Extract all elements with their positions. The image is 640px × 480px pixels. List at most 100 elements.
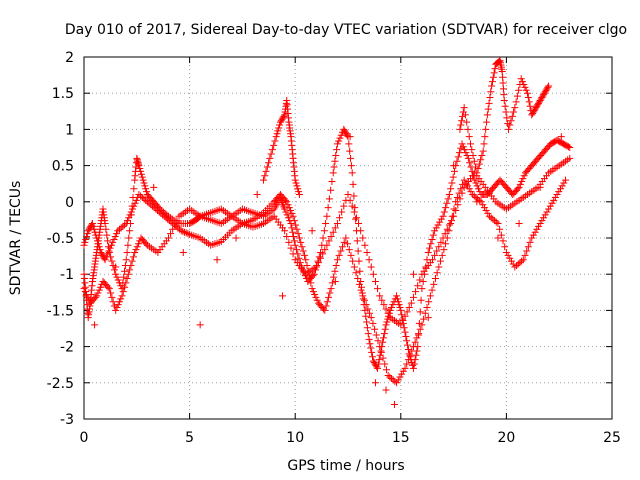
x-tick-label: 15	[392, 430, 410, 446]
data-point	[349, 257, 357, 265]
data-point	[354, 275, 362, 283]
data-point	[518, 257, 526, 265]
data-point	[533, 225, 541, 233]
data-point	[406, 351, 414, 359]
data-point	[540, 89, 548, 97]
data-point	[288, 224, 296, 232]
data-point	[329, 169, 337, 177]
data-point	[529, 108, 537, 116]
data-point	[453, 193, 461, 201]
data-point	[457, 185, 465, 193]
data-point	[502, 248, 510, 256]
data-point	[322, 220, 330, 228]
data-point	[121, 221, 129, 229]
data-point	[481, 133, 489, 141]
data-point	[308, 285, 316, 293]
data-point	[95, 286, 103, 294]
data-point	[409, 343, 417, 351]
y-axis-label: SDTVAR / TECUs	[8, 181, 24, 296]
data-point	[104, 250, 112, 258]
data-point	[340, 238, 348, 246]
data-point	[94, 289, 102, 297]
data-point	[82, 235, 90, 243]
x-tick-label: 5	[185, 430, 194, 446]
data-point	[409, 361, 417, 369]
data-point	[295, 254, 303, 262]
data-point	[165, 217, 173, 225]
data-point	[536, 96, 544, 104]
data-point	[313, 296, 321, 304]
data-point	[138, 173, 146, 181]
data-point	[415, 330, 423, 338]
data-point	[535, 99, 542, 107]
data-point	[482, 125, 490, 133]
data-point	[294, 230, 302, 238]
data-point	[371, 325, 379, 333]
data-point	[438, 251, 446, 259]
data-point	[336, 214, 344, 222]
data-point	[477, 156, 485, 164]
data-point	[443, 234, 451, 242]
data-point	[360, 296, 368, 304]
data-point	[374, 337, 382, 345]
data-point	[291, 241, 299, 249]
data-point	[284, 214, 292, 222]
data-point	[327, 233, 335, 241]
data-point	[350, 263, 358, 271]
data-point	[529, 231, 537, 239]
data-point	[91, 228, 99, 236]
data-point	[516, 259, 524, 267]
data-point	[440, 246, 448, 254]
data-point	[300, 251, 308, 259]
data-point	[376, 343, 384, 351]
data-point	[533, 102, 541, 110]
data-point	[507, 117, 515, 125]
data-point	[500, 96, 508, 104]
data-point	[467, 140, 474, 148]
data-point	[347, 162, 355, 170]
data-point	[510, 108, 518, 116]
data-point	[538, 217, 546, 225]
data-point	[159, 211, 167, 219]
data-point	[83, 233, 91, 241]
data-point	[473, 169, 481, 177]
data-point	[517, 75, 525, 83]
data-point	[143, 188, 151, 196]
data-point	[339, 243, 347, 251]
data-point	[98, 250, 106, 258]
data-point	[404, 341, 412, 349]
data-point	[137, 170, 145, 178]
data-point	[511, 263, 519, 271]
data-point	[384, 372, 392, 380]
data-point	[429, 231, 437, 239]
data-point	[95, 243, 103, 251]
data-point	[431, 275, 439, 283]
data-point	[482, 206, 490, 214]
data-point	[167, 218, 175, 226]
data-point	[123, 248, 131, 256]
data-point	[531, 105, 539, 113]
data-point	[101, 220, 109, 228]
axis-ticks: 0 5 10 15 20 25 -3 -2.5 -2 -1.5 -1 -0.5 0 0.5 1 1.5 2	[47, 50, 621, 446]
data-point	[431, 251, 439, 259]
data-point	[403, 337, 411, 345]
data-point	[528, 234, 536, 242]
data-point	[94, 240, 102, 248]
data-point	[397, 321, 405, 329]
y-tick-label: -3	[60, 412, 74, 428]
data-point	[413, 334, 421, 342]
data-point	[458, 140, 466, 148]
data-point	[278, 115, 286, 123]
data-point	[125, 214, 133, 222]
data-point	[491, 217, 499, 225]
data-point	[311, 290, 319, 298]
y-tick-label: -0.5	[47, 231, 74, 247]
data-point	[129, 205, 137, 213]
data-point	[423, 304, 431, 311]
data-point	[135, 191, 143, 199]
data-point	[114, 227, 122, 235]
data-point	[86, 224, 94, 232]
data-point	[381, 325, 389, 333]
